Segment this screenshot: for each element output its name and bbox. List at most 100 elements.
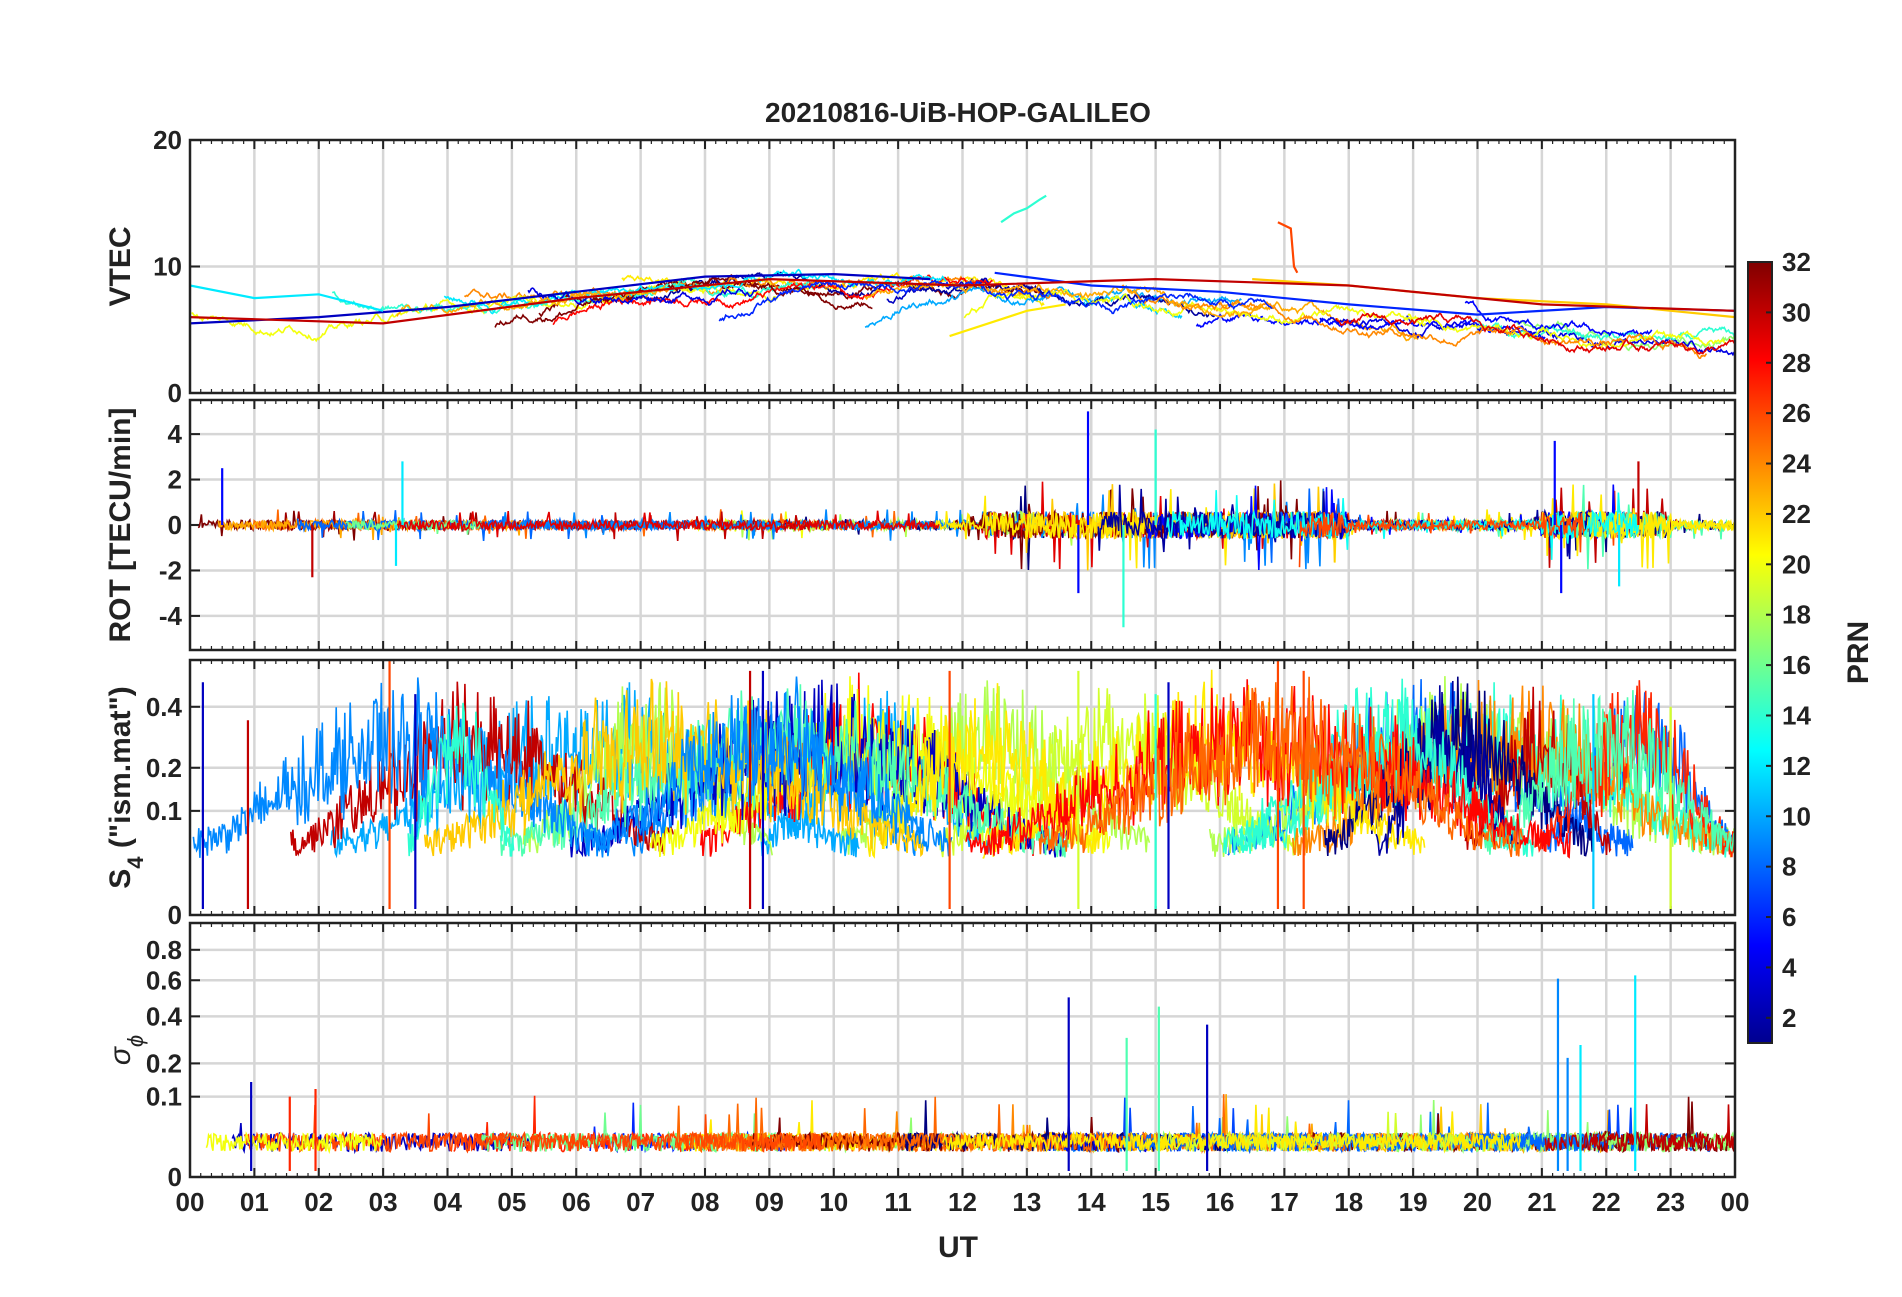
trace-group [197, 411, 1735, 628]
colorbar-gradient [1747, 261, 1773, 1044]
colorbar-label: PRN [1842, 621, 1875, 684]
x-tick-label: 23 [1656, 1187, 1685, 1217]
colorbar-tick-label: 8 [1782, 852, 1796, 882]
x-tick-label: 20 [1463, 1187, 1492, 1217]
trace-prn-9 [192, 677, 616, 858]
trace-prn-8 [1121, 1100, 1605, 1153]
trace-prn-25 [1038, 676, 1524, 858]
trace-prn-23 [864, 280, 1264, 319]
y-tick-label: 0.1 [146, 1082, 182, 1112]
x-tick-label: 14 [1077, 1187, 1106, 1217]
panel-s4: 0 0.1 0.2 0.4S4 ("ism.mat") [104, 658, 1737, 930]
x-tick-label: 12 [948, 1187, 977, 1217]
y-tick-label: 0.8 [146, 935, 182, 965]
trace-prn-14 [407, 702, 515, 857]
trace-prn-23 [1215, 299, 1419, 342]
x-tick-label: 05 [497, 1187, 526, 1217]
y-axis-label: VTEC [104, 226, 137, 306]
y-axis-label: ROT [TECU/min] [104, 408, 137, 643]
panel-sigma_phi: 0 0.1 0.2 0.4 0.60.8 σϕ [104, 921, 1737, 1192]
y-tick-label: -2 [159, 555, 182, 585]
trace-prn-21 [941, 1104, 1522, 1154]
y-axis-label: S4 ("ism.mat") [104, 686, 148, 888]
colorbar-tick-label: 10 [1782, 801, 1811, 831]
y-tick-label: 0.2 [146, 753, 182, 783]
x-tick-label: 01 [240, 1187, 269, 1217]
trace-prn-5 [1464, 299, 1653, 338]
trace-prn-6 [718, 278, 1273, 322]
x-tick-label: 00 [1721, 1187, 1750, 1217]
trace-prn-15 [499, 684, 1069, 858]
y-tick-label: 0.4 [146, 692, 183, 722]
x-tick-label: 22 [1592, 1187, 1621, 1217]
trace-prn-21 [866, 683, 1101, 859]
y-tick-label: 0 [168, 378, 182, 408]
x-tick-label: 07 [626, 1187, 655, 1217]
series-prn-12 [190, 284, 384, 312]
series-prn-21 [949, 303, 1066, 338]
panel-frame [188, 398, 1737, 652]
series-prn-26 [1277, 221, 1299, 274]
panel-frame [188, 138, 1737, 395]
trace-group [190, 194, 1735, 360]
trace-prn-30 [1544, 1104, 1735, 1153]
y-tick-label: 20 [153, 125, 182, 155]
colorbar-tick-label: 2 [1782, 1003, 1796, 1033]
series-prn-30 [190, 277, 1735, 325]
y-tick-label: 0 [168, 510, 182, 540]
trace-prn-13 [1166, 490, 1640, 560]
series-prn-14 [1000, 194, 1047, 224]
panel-frame [188, 921, 1737, 1179]
y-tick-label: 10 [153, 252, 182, 282]
colorbar-tick-label: 6 [1782, 902, 1796, 932]
x-tick-label: 02 [304, 1187, 333, 1217]
y-tick-label: 0.4 [146, 1001, 183, 1031]
x-tick-label: 13 [1012, 1187, 1041, 1217]
y-tick-label: -4 [159, 601, 183, 631]
trace-group [205, 975, 1735, 1171]
x-tick-label: 03 [369, 1187, 398, 1217]
series-prn-3 [190, 272, 931, 325]
trace-prn-20 [1407, 313, 1727, 351]
trace-prn-9 [583, 695, 953, 857]
trace-prn-24 [1121, 284, 1707, 360]
colorbar-tick-label: 30 [1782, 297, 1811, 327]
chart-title: 20210816-UiB-HOP-GALILEO [765, 97, 1151, 128]
x-tick-label: 06 [562, 1187, 591, 1217]
x-tick-label: 10 [819, 1187, 848, 1217]
colorbar-tick-label: 4 [1782, 952, 1797, 982]
x-tick-label: 15 [1141, 1187, 1170, 1217]
x-tick-label: 19 [1399, 1187, 1428, 1217]
trace-prn-29 [1335, 311, 1735, 355]
trace-prn-25 [674, 1097, 1022, 1154]
colorbar-tick-label: 20 [1782, 549, 1811, 579]
panel-vtec: 0 10 20 VTEC [104, 125, 1737, 408]
y-tick-label: 0.2 [146, 1048, 182, 1078]
colorbar-tick-label: 26 [1782, 398, 1811, 428]
y-tick-label: 0 [168, 1162, 182, 1192]
x-tick-label: 08 [691, 1187, 720, 1217]
colorbar-tick-label: 32 [1782, 247, 1811, 277]
colorbar-tick-label: 16 [1782, 650, 1811, 680]
y-tick-label: 2 [168, 465, 182, 495]
colorbar-tick-label: 14 [1782, 700, 1811, 730]
colorbar-tick-label: 12 [1782, 751, 1811, 781]
x-tick-label: 18 [1334, 1187, 1363, 1217]
trace-prn-27 [1534, 680, 1735, 858]
x-tick-label: 00 [176, 1187, 205, 1217]
trace-prn-15 [1483, 690, 1735, 855]
trace-prn-26 [1298, 511, 1586, 568]
colorbar-tick-label: 28 [1782, 348, 1811, 378]
trace-prn-29 [396, 510, 940, 538]
x-tick-label: 17 [1270, 1187, 1299, 1217]
trace-prn-20 [205, 1130, 383, 1154]
x-tick-label: 09 [755, 1187, 784, 1217]
x-tick-label: 11 [884, 1187, 912, 1217]
y-tick-label: 4 [168, 419, 183, 449]
panel-rot: -4 -2 0 2 4 ROT [TECU/min] [104, 398, 1737, 652]
y-tick-label: 0 [168, 900, 182, 930]
x-tick-label: 04 [433, 1187, 462, 1217]
